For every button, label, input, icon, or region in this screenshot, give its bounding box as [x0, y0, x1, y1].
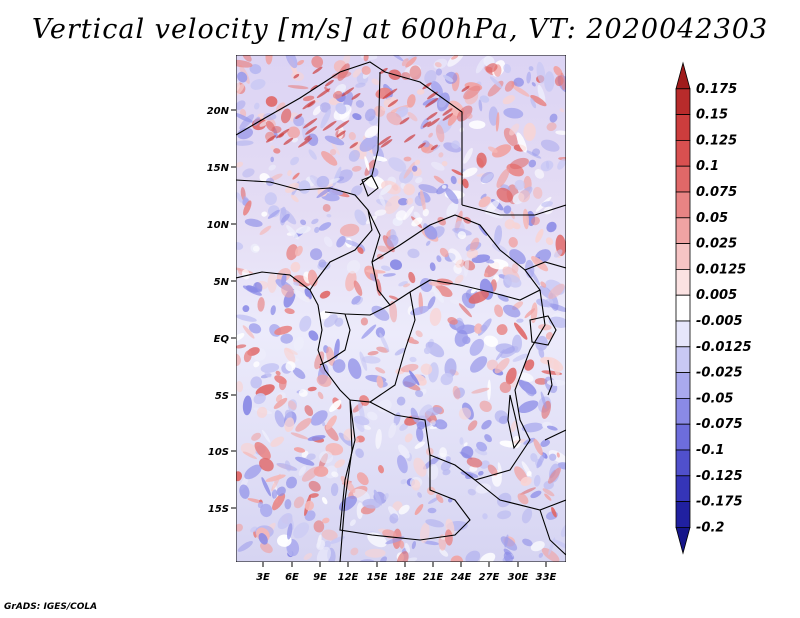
lon-label: 3E	[256, 572, 270, 583]
grads-credit: GrADS: IGES/COLA	[4, 602, 98, 612]
colorbar-label: 0.025	[696, 237, 737, 252]
colorbar-label: -0.1	[696, 443, 724, 458]
colorbar-segment	[675, 475, 691, 502]
lat-label: EQ	[214, 334, 230, 345]
colorbar: 0.175 0.15 0.125 0.1 0.075 0.05 0.025 0.0125 0.0…	[675, 61, 752, 555]
colorbar-label: 0.0125	[696, 262, 746, 277]
colorbar-label: -0.05	[696, 391, 733, 406]
lat-label: 10S	[208, 447, 229, 458]
lon-label: 18E	[395, 572, 416, 583]
lon-label: 24E	[451, 572, 472, 583]
colorbar-label: 0.005	[696, 288, 737, 303]
colorbar-segment	[675, 294, 691, 322]
lat-label: 5S	[215, 391, 229, 402]
colorbar-label: -0.125	[696, 469, 743, 484]
colorbar-segment	[675, 243, 691, 270]
colorbar-segment	[675, 61, 691, 90]
lon-label: 9E	[313, 572, 327, 583]
colorbar-label: -0.025	[696, 366, 743, 381]
velocity-field	[236, 55, 566, 562]
colorbar-label: -0.0125	[696, 340, 752, 355]
colorbar-segment	[675, 346, 691, 373]
colorbar-label: 0.15	[696, 108, 728, 123]
lat-label: 20N	[207, 106, 230, 117]
lon-label: 12E	[338, 572, 359, 583]
lat-label: 15S	[208, 504, 229, 515]
colorbar-segment	[675, 397, 691, 425]
colorbar-label: -0.2	[696, 520, 724, 535]
colorbar-segment	[675, 423, 691, 451]
lon-label: 15E	[367, 572, 388, 583]
chart-title: Vertical velocity [m/s] at 600hPa, VT: 2…	[31, 14, 769, 45]
colorbar-label: -0.005	[696, 314, 743, 329]
longitude-axis: 3E 6E 9E 12E 15E 18E 21E 24E 27E 30E 33E	[256, 562, 557, 583]
colorbar-segment	[675, 527, 691, 555]
colorbar-label: 0.125	[696, 133, 737, 148]
colorbar-segment	[675, 88, 691, 116]
lat-label: 15N	[207, 163, 230, 174]
lon-label: 30E	[508, 572, 529, 583]
latitude-axis: 20N 15N 10N 5N EQ 5S 10S 15S	[207, 106, 236, 515]
colorbar-segment	[675, 165, 691, 193]
colorbar-segment	[675, 114, 691, 141]
colorbar-segment	[675, 501, 691, 528]
colorbar-segment	[675, 320, 691, 348]
lon-label: 6E	[285, 572, 299, 583]
lon-label: 33E	[536, 572, 557, 583]
lat-label: 10N	[207, 220, 230, 231]
lon-label: 27E	[479, 572, 500, 583]
lon-label: 21E	[423, 572, 444, 583]
colorbar-segment	[675, 268, 691, 296]
colorbar-label: 0.1	[696, 159, 719, 174]
colorbar-label: -0.175	[696, 495, 743, 510]
colorbar-segment	[675, 449, 691, 477]
lat-label: 5N	[214, 277, 230, 288]
colorbar-segment	[675, 191, 691, 219]
colorbar-segment	[675, 217, 691, 245]
colorbar-label: -0.075	[696, 417, 743, 432]
colorbar-label: 0.05	[696, 211, 728, 226]
colorbar-label: 0.075	[696, 185, 737, 200]
colorbar-segment	[675, 372, 691, 399]
colorbar-label: 0.175	[696, 82, 737, 97]
colorbar-segment	[675, 139, 691, 167]
country-borders	[236, 61, 566, 562]
